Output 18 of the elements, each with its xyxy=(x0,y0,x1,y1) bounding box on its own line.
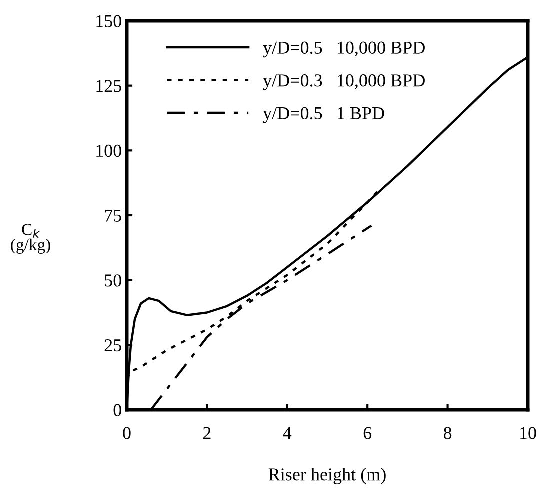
legend-label: y/D=0.5 10,000 BPD xyxy=(263,42,425,58)
x-tick-label: 0 xyxy=(123,427,131,440)
y-tick-label: 125 xyxy=(96,80,122,92)
legend-label: y/D=0.5 1 BPD xyxy=(263,107,384,124)
y-tick-label: 0 xyxy=(114,404,122,416)
x-axis-title: Riser height (m) xyxy=(268,468,386,484)
y-tick-label: 150 xyxy=(96,15,122,28)
y-tick-label: 75 xyxy=(105,210,122,222)
x-tick-label: 4 xyxy=(283,427,292,440)
y-tick-label: 100 xyxy=(96,144,122,158)
legend-label: y/D=0.3 10,000 BPD xyxy=(263,74,425,90)
x-tick-label: 2 xyxy=(203,427,211,440)
y-axis-title: C$_{k}$ (g/kg) xyxy=(11,224,50,254)
y-tick-label: 50 xyxy=(105,274,122,287)
y-tick-label: 25 xyxy=(104,339,122,352)
x-tick-label: 8 xyxy=(444,427,452,440)
x-tick-label: 6 xyxy=(364,427,372,440)
x-tick-label: 10 xyxy=(520,427,536,440)
